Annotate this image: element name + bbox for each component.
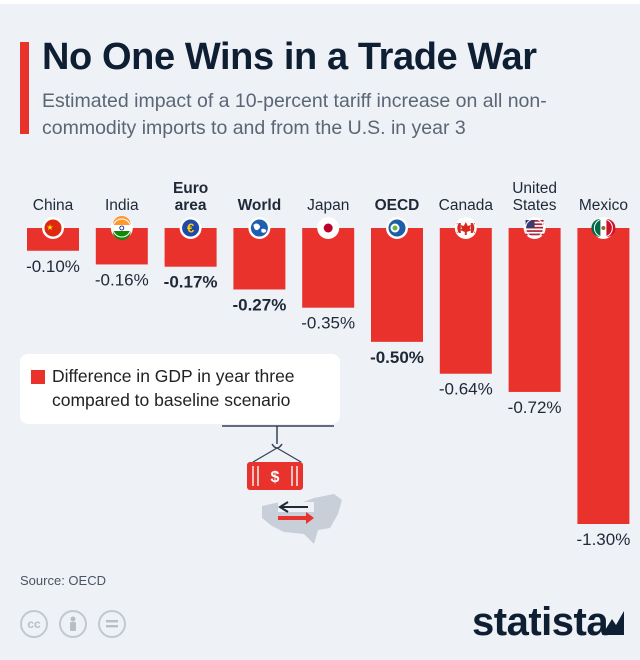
title-accent-bar bbox=[20, 42, 29, 134]
value-label: -0.10% bbox=[26, 257, 80, 276]
bar-group: Mexico -1.30% bbox=[576, 197, 630, 549]
value-label: -0.64% bbox=[439, 380, 493, 399]
no-derivatives-icon[interactable] bbox=[98, 610, 126, 638]
legend-swatch bbox=[31, 370, 45, 384]
bar-group: India -0.16% bbox=[95, 197, 149, 289]
dollar-container-icon: $ bbox=[247, 462, 303, 490]
svg-text:$: $ bbox=[271, 469, 280, 486]
category-label: Mexico bbox=[579, 197, 628, 214]
bar-group: Euro area € -0.17% bbox=[164, 180, 218, 292]
top-rule bbox=[0, 0, 640, 4]
statista-logo-icon bbox=[602, 611, 624, 635]
bar-group: United States -0.72% bbox=[508, 180, 562, 417]
bar bbox=[302, 228, 355, 308]
legend: Difference in GDP in year three compared… bbox=[20, 354, 340, 424]
svg-text:€: € bbox=[187, 221, 194, 236]
bar bbox=[371, 228, 423, 342]
value-label: -1.30% bbox=[576, 530, 630, 549]
bar-group: World -0.27% bbox=[232, 197, 286, 314]
svg-text:★: ★ bbox=[46, 223, 53, 232]
source-note: Source: OECD bbox=[20, 573, 106, 588]
trade-arrows-icon bbox=[278, 501, 314, 524]
creative-commons-icon[interactable]: cc bbox=[20, 610, 48, 638]
india-flag-icon bbox=[110, 216, 133, 240]
value-label: -0.27% bbox=[232, 295, 286, 314]
value-label: -0.35% bbox=[301, 314, 355, 333]
bar-chart: China ★ -0.10% India -0.16% Euro area € -0.17% Wo… bbox=[26, 180, 630, 549]
bar bbox=[577, 228, 630, 524]
crane-hook-icon bbox=[222, 425, 334, 463]
euro-icon: € bbox=[179, 217, 202, 239]
value-label: -0.50% bbox=[370, 348, 424, 367]
value-label: -0.72% bbox=[508, 398, 562, 417]
china-flag-icon: ★ bbox=[42, 217, 64, 239]
value-label: -0.17% bbox=[164, 273, 218, 292]
value-label: -0.16% bbox=[95, 270, 149, 289]
bar-group: OECD -0.50% bbox=[370, 197, 424, 367]
japan-flag-icon bbox=[317, 217, 340, 239]
statista-logo[interactable]: statista bbox=[472, 600, 609, 644]
category-label: World bbox=[238, 197, 282, 214]
canada-flag-icon bbox=[454, 217, 477, 239]
bar bbox=[508, 228, 561, 392]
mexico-flag-icon bbox=[591, 217, 616, 239]
bar bbox=[439, 228, 492, 374]
category-label: Canada bbox=[439, 197, 494, 214]
bar-group: Japan -0.35% bbox=[301, 197, 355, 333]
category-label: China bbox=[33, 197, 74, 214]
chart-subtitle: Estimated impact of a 10-percent tariff … bbox=[42, 90, 547, 139]
bar bbox=[27, 228, 79, 251]
bar-group: China ★ -0.10% bbox=[26, 197, 80, 276]
globe-icon bbox=[248, 217, 271, 239]
category-label: Euro area bbox=[173, 180, 208, 214]
oecd-icon bbox=[386, 217, 408, 239]
category-label: Japan bbox=[307, 197, 349, 214]
category-label: India bbox=[105, 197, 139, 214]
legend-label: Difference in GDP in year three compared… bbox=[52, 366, 295, 410]
attribution-icon[interactable] bbox=[59, 610, 87, 638]
bar-group: Canada -0.64% bbox=[439, 197, 494, 399]
category-label: OECD bbox=[375, 197, 420, 214]
category-label: United States bbox=[512, 180, 557, 214]
us-flag-icon bbox=[523, 217, 546, 239]
chart-title: No One Wins in a Trade War bbox=[42, 36, 537, 78]
trade-illustration: $ bbox=[222, 425, 342, 544]
